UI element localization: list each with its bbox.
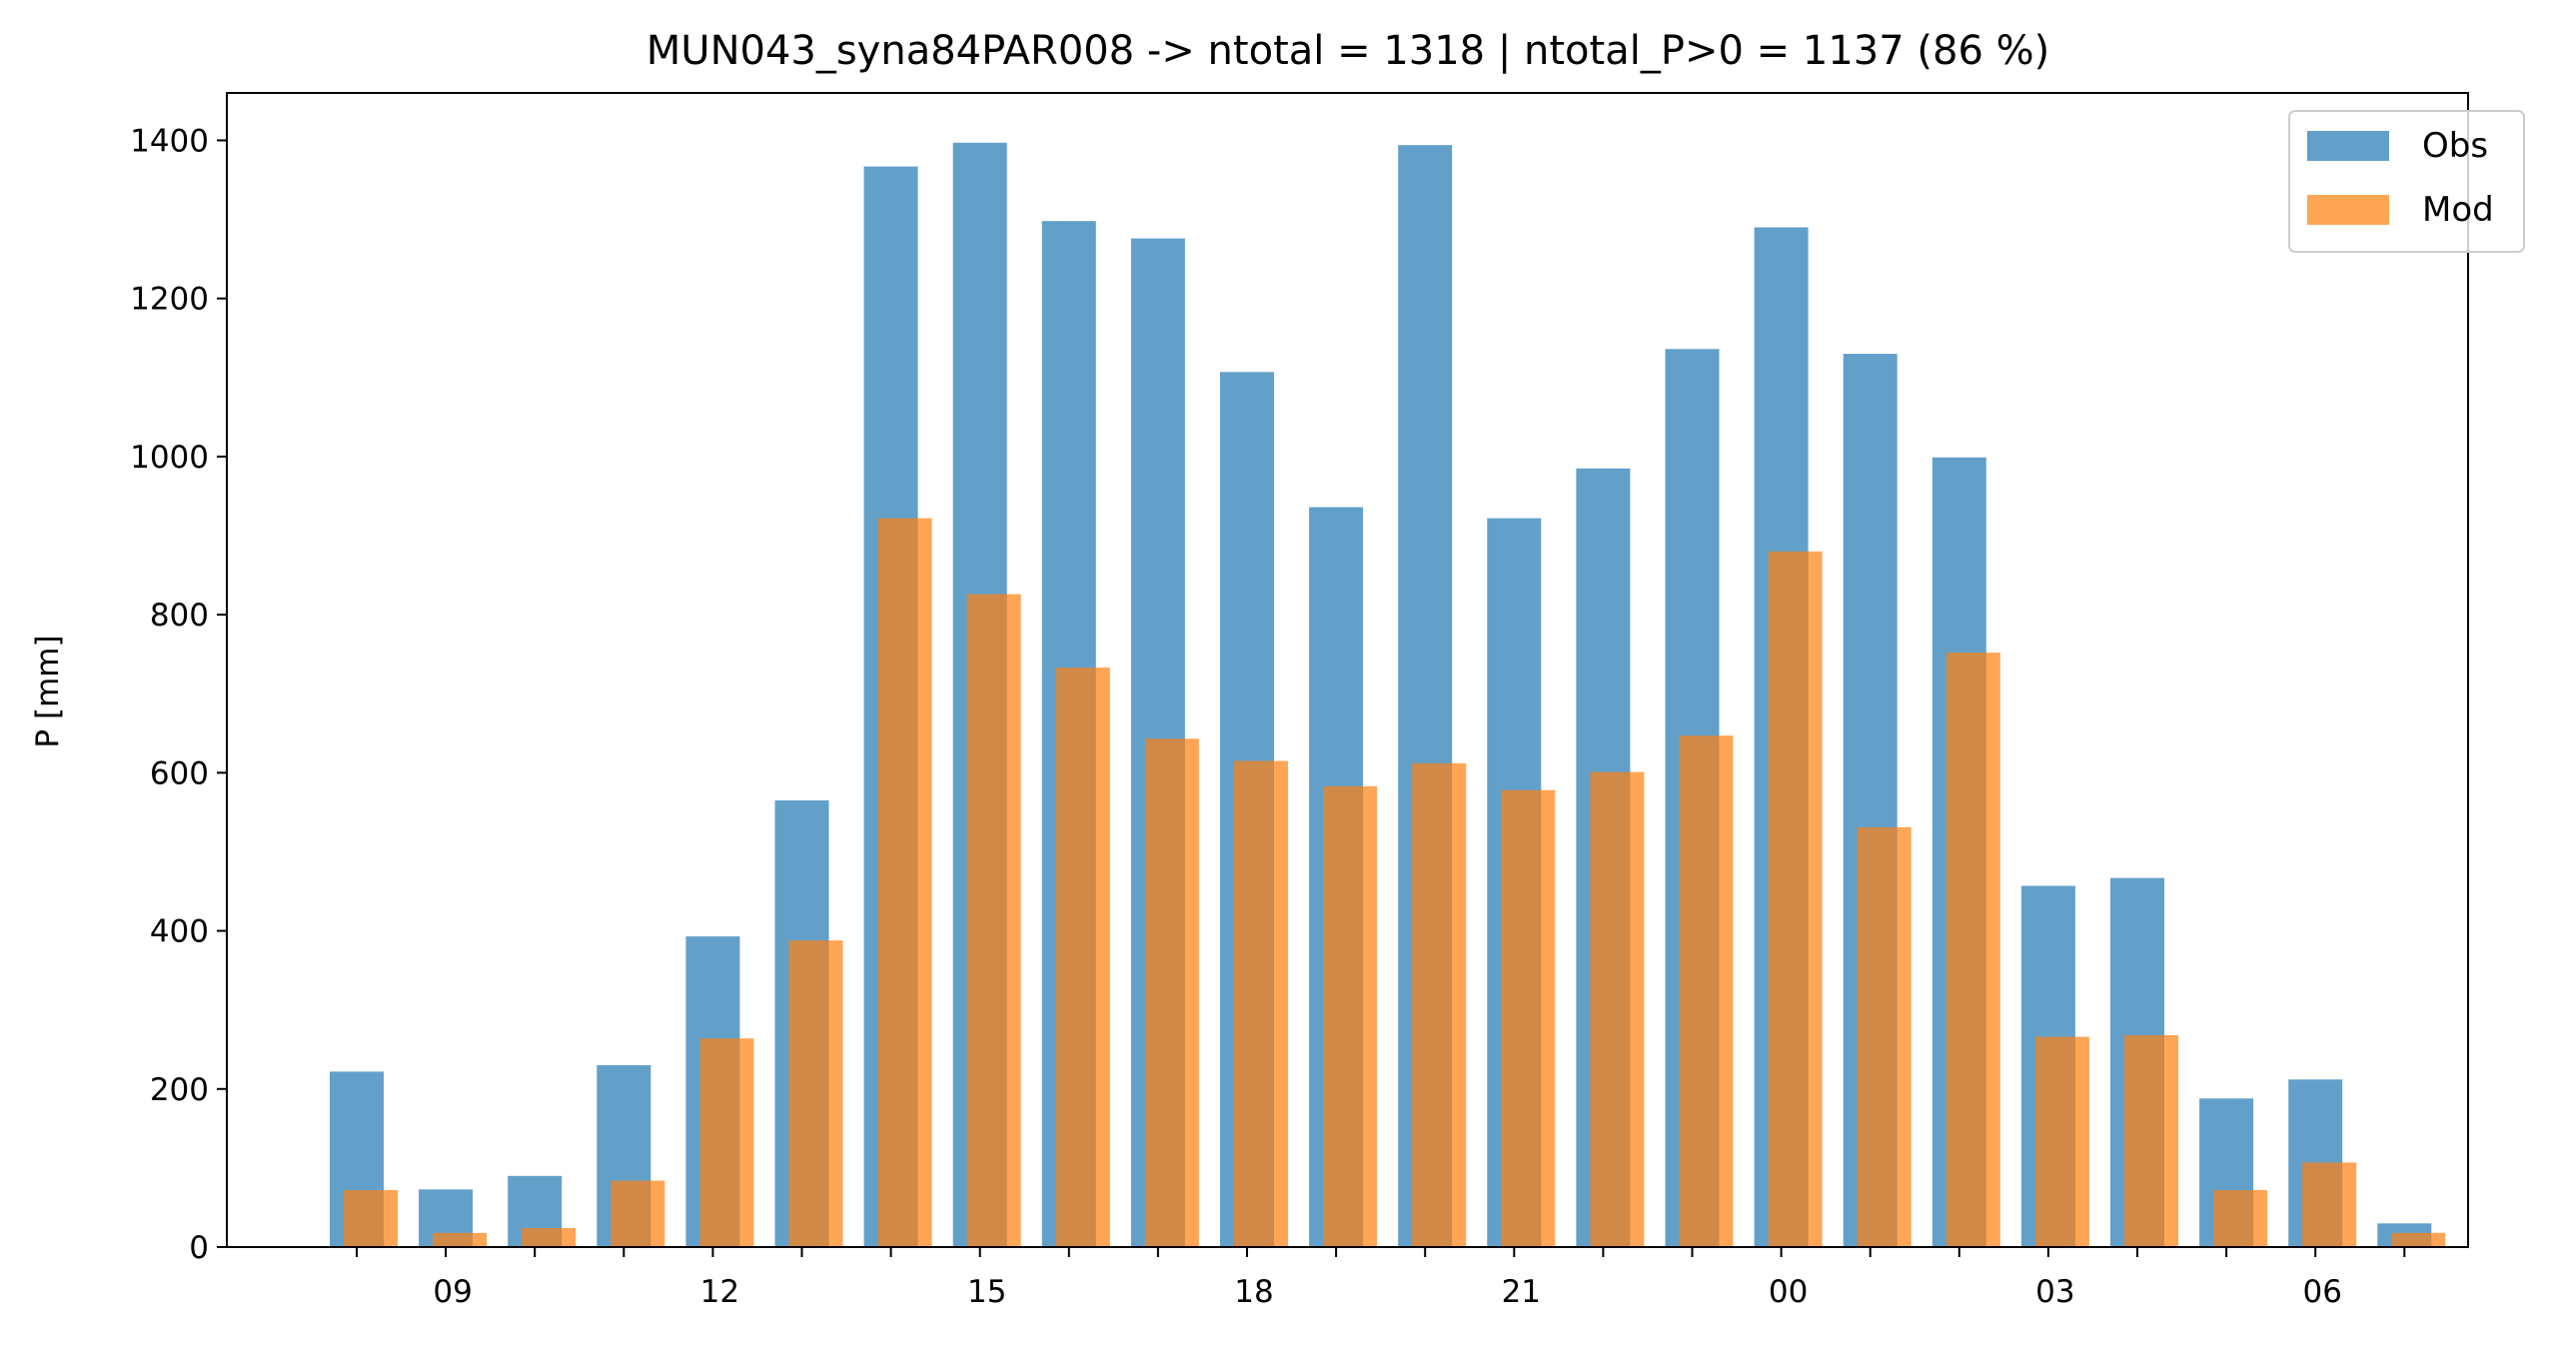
y-tick-label: 200 — [150, 1072, 209, 1108]
y-axis: 0 200 400 600 800 1000 1200 1400 — [130, 123, 227, 1266]
y-tick-label: 1400 — [130, 123, 209, 159]
y-tick-label: 800 — [150, 598, 209, 634]
bar-mod-10 — [1234, 760, 1288, 1247]
bar-mod-5 — [788, 940, 843, 1247]
legend-swatch-obs — [2307, 131, 2389, 161]
x-tick-label: 00 — [1769, 1274, 1808, 1310]
x-tick-label: 12 — [700, 1274, 739, 1310]
bar-mod-13 — [1501, 789, 1556, 1247]
x-tick-label: 18 — [1234, 1274, 1273, 1310]
x-tick-label: 03 — [2035, 1274, 2074, 1310]
y-axis-label: P [mm] — [30, 635, 66, 747]
bar-mod-17 — [1857, 826, 1912, 1247]
bar-mod-7 — [966, 594, 1021, 1247]
bar-mod-1 — [433, 1232, 488, 1247]
legend-swatch-mod — [2307, 195, 2389, 225]
y-tick-label: 400 — [150, 914, 209, 950]
bar-mod-21 — [2213, 1190, 2268, 1247]
legend-label-mod: Mod — [2422, 190, 2494, 230]
bar-mod-14 — [1590, 771, 1645, 1247]
bar-mod-12 — [1412, 762, 1467, 1247]
x-axis: 09 12 15 18 21 00 03 06 — [356, 1247, 2406, 1310]
bar-mod-22 — [2302, 1162, 2357, 1247]
bar-mod-23 — [2391, 1232, 2446, 1247]
x-tick-label: 15 — [967, 1274, 1006, 1310]
bar-mod-19 — [2034, 1036, 2089, 1247]
bars-layer — [330, 142, 2446, 1248]
legend-label-obs: Obs — [2422, 126, 2488, 166]
y-tick-label: 600 — [150, 755, 209, 791]
bar-mod-6 — [877, 518, 932, 1247]
bar-mod-2 — [522, 1228, 577, 1247]
bar-mod-0 — [344, 1190, 398, 1247]
legend: Obs Mod — [2288, 110, 2525, 253]
x-tick-label: 09 — [433, 1274, 472, 1310]
y-tick-label: 1000 — [130, 440, 209, 476]
bar-mod-4 — [699, 1038, 754, 1247]
y-tick-label: 1200 — [130, 282, 209, 318]
y-tick-label: 0 — [189, 1230, 209, 1266]
bar-mod-3 — [611, 1180, 665, 1247]
bar-mod-16 — [1768, 551, 1823, 1247]
chart-title: MUN043_syna84PAR008 -> ntotal = 1318 | n… — [646, 28, 2049, 74]
plot-frame — [226, 92, 2469, 1248]
bar-mod-11 — [1323, 785, 1378, 1247]
bar-mod-9 — [1144, 738, 1199, 1247]
x-tick-label: 21 — [1502, 1274, 1541, 1310]
bar-mod-8 — [1055, 668, 1110, 1247]
bar-mod-15 — [1679, 735, 1734, 1247]
bar-mod-18 — [1945, 653, 2000, 1247]
bar-mod-20 — [2124, 1035, 2178, 1247]
x-tick-label: 06 — [2302, 1274, 2341, 1310]
